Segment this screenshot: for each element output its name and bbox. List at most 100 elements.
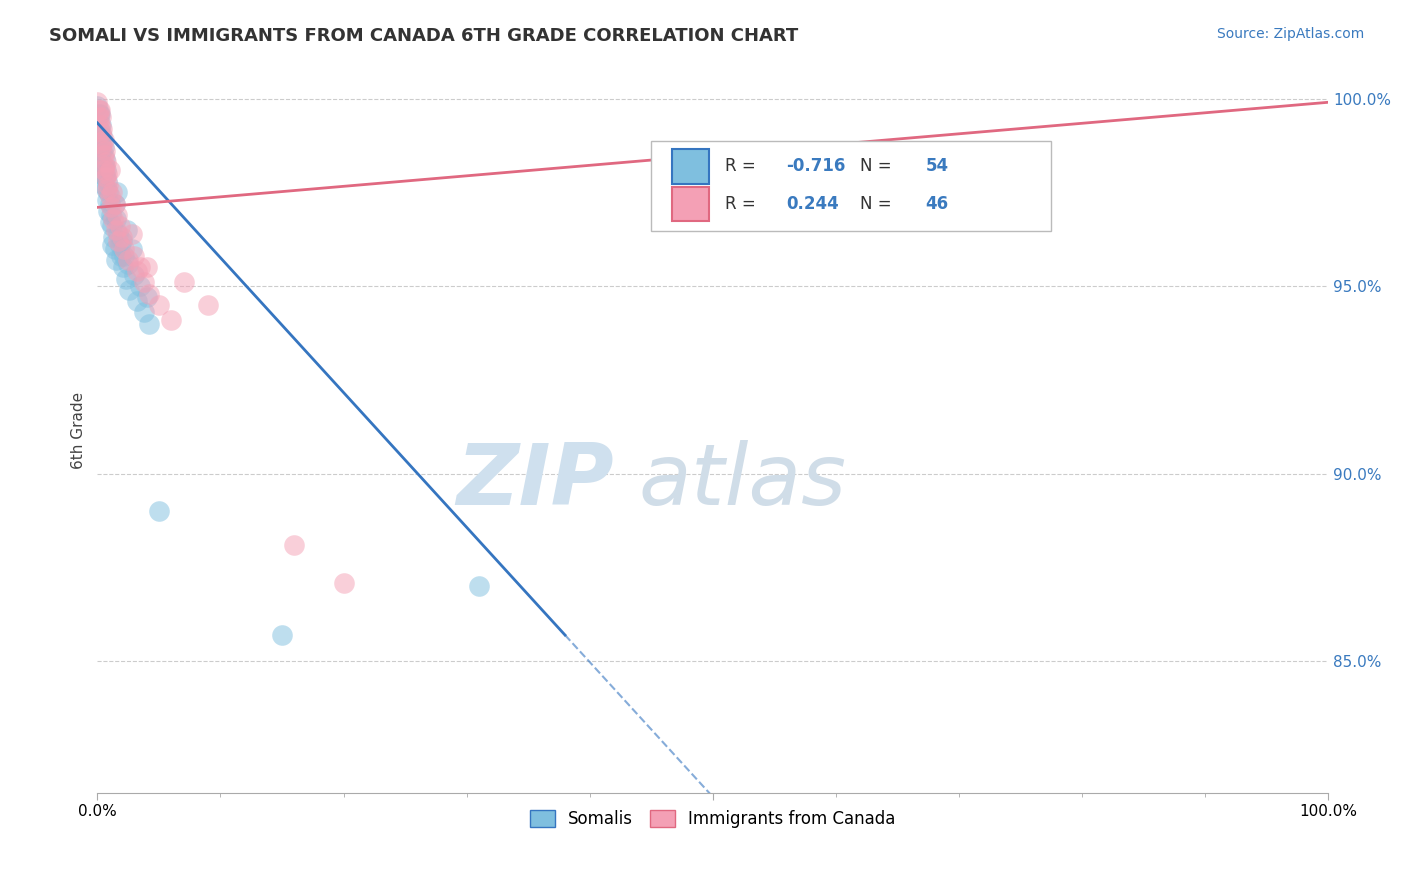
Point <box>110 249 132 263</box>
Point <box>135 290 157 304</box>
Text: Source: ZipAtlas.com: Source: ZipAtlas.com <box>1216 27 1364 41</box>
Point <box>87 110 110 124</box>
Point <box>173 276 195 290</box>
Point <box>100 200 122 214</box>
Point <box>197 298 219 312</box>
Point <box>93 140 115 154</box>
Point <box>98 215 121 229</box>
Point <box>111 230 134 244</box>
Point <box>91 144 114 158</box>
Point <box>101 238 124 252</box>
Point <box>90 140 112 154</box>
Point <box>93 162 115 177</box>
Point <box>94 155 117 169</box>
Point <box>103 211 125 226</box>
Point <box>111 234 134 248</box>
Point <box>134 305 156 319</box>
Point <box>114 271 136 285</box>
Text: R =: R = <box>725 195 761 213</box>
Point <box>108 238 131 252</box>
Point <box>93 159 115 173</box>
Point <box>105 208 128 222</box>
Point <box>148 504 170 518</box>
Point <box>93 144 115 158</box>
Point <box>87 106 110 120</box>
Point <box>104 223 127 237</box>
Point <box>98 162 121 177</box>
FancyBboxPatch shape <box>672 149 709 184</box>
Point <box>96 174 118 188</box>
Point <box>87 121 110 136</box>
Point <box>135 260 157 275</box>
Text: 0.244: 0.244 <box>786 195 839 213</box>
Point <box>94 162 117 177</box>
Point <box>98 189 121 203</box>
Point <box>89 148 111 162</box>
Point <box>103 230 125 244</box>
Point <box>112 249 135 263</box>
Point <box>89 118 111 132</box>
Point <box>93 148 115 162</box>
Point <box>87 103 110 117</box>
Point <box>97 178 120 192</box>
Point <box>90 155 112 169</box>
Point <box>103 242 125 256</box>
Text: N =: N = <box>860 157 897 176</box>
Legend: Somalis, Immigrants from Canada: Somalis, Immigrants from Canada <box>523 804 903 835</box>
Point <box>138 286 160 301</box>
Point <box>108 219 131 233</box>
Point <box>117 252 139 267</box>
Point <box>101 219 124 233</box>
FancyBboxPatch shape <box>651 141 1052 231</box>
Point <box>89 106 111 120</box>
Point <box>148 298 170 312</box>
Text: atlas: atlas <box>638 440 846 523</box>
Point <box>100 208 122 222</box>
Point <box>103 196 125 211</box>
Point <box>93 178 115 192</box>
Point <box>112 260 135 275</box>
Point <box>117 257 139 271</box>
Point <box>112 242 135 256</box>
Text: -0.716: -0.716 <box>786 157 846 176</box>
Point <box>104 211 127 226</box>
Point <box>98 196 121 211</box>
Point <box>93 152 115 166</box>
Point <box>105 186 128 200</box>
Point <box>107 227 129 241</box>
Point <box>124 268 146 282</box>
Point <box>160 313 183 327</box>
Point <box>121 227 143 241</box>
Point <box>125 294 148 309</box>
Point <box>115 223 138 237</box>
Point <box>97 186 120 200</box>
Point <box>283 538 305 552</box>
Y-axis label: 6th Grade: 6th Grade <box>72 392 86 469</box>
Point <box>129 260 152 275</box>
Point <box>97 204 120 219</box>
Point <box>94 181 117 195</box>
Point <box>138 317 160 331</box>
Point <box>121 242 143 256</box>
Point <box>86 99 108 113</box>
Point <box>90 118 112 132</box>
Point <box>91 136 114 151</box>
Text: 54: 54 <box>925 157 949 176</box>
Point <box>129 279 152 293</box>
Point <box>90 110 112 124</box>
Point <box>101 186 124 200</box>
FancyBboxPatch shape <box>672 186 709 221</box>
Point <box>91 167 114 181</box>
Point <box>125 264 148 278</box>
Point <box>96 193 118 207</box>
Text: R =: R = <box>725 157 761 176</box>
Point <box>90 136 112 151</box>
Point <box>93 170 115 185</box>
Point <box>89 129 111 144</box>
Point <box>271 628 294 642</box>
Text: SOMALI VS IMMIGRANTS FROM CANADA 6TH GRADE CORRELATION CHART: SOMALI VS IMMIGRANTS FROM CANADA 6TH GRA… <box>49 27 799 45</box>
Text: ZIP: ZIP <box>457 440 614 523</box>
Point <box>468 579 491 593</box>
Point <box>89 103 111 117</box>
Point <box>91 129 114 144</box>
